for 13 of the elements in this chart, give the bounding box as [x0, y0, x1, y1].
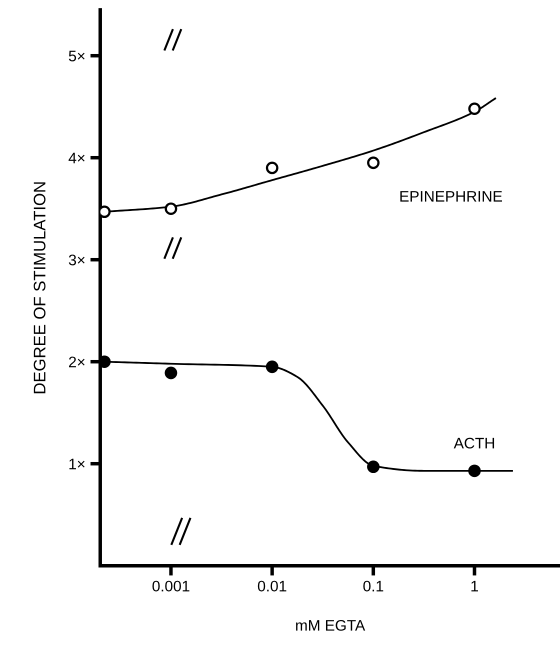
x-tick-label: 0.01 — [258, 580, 286, 592]
x-tick-label: 1 — [471, 580, 478, 592]
y-tick-label: 1× — [69, 458, 85, 470]
x-tick-label: 0.001 — [152, 580, 190, 592]
text: EPINEPHRINE — [400, 191, 502, 202]
y-tick-label: 2× — [69, 356, 85, 368]
x-tick-label: 0.1 — [363, 580, 384, 592]
y-axis-title: DEGREE OF STIMULATION — [34, 182, 46, 394]
y-tick-label: 5× — [68, 50, 85, 62]
y-tick-label: 4× — [68, 152, 85, 164]
x-axis-title: mM EGTA — [296, 620, 366, 631]
y-tick-label: 3× — [68, 254, 85, 266]
series-label: ACTH — [454, 438, 494, 449]
